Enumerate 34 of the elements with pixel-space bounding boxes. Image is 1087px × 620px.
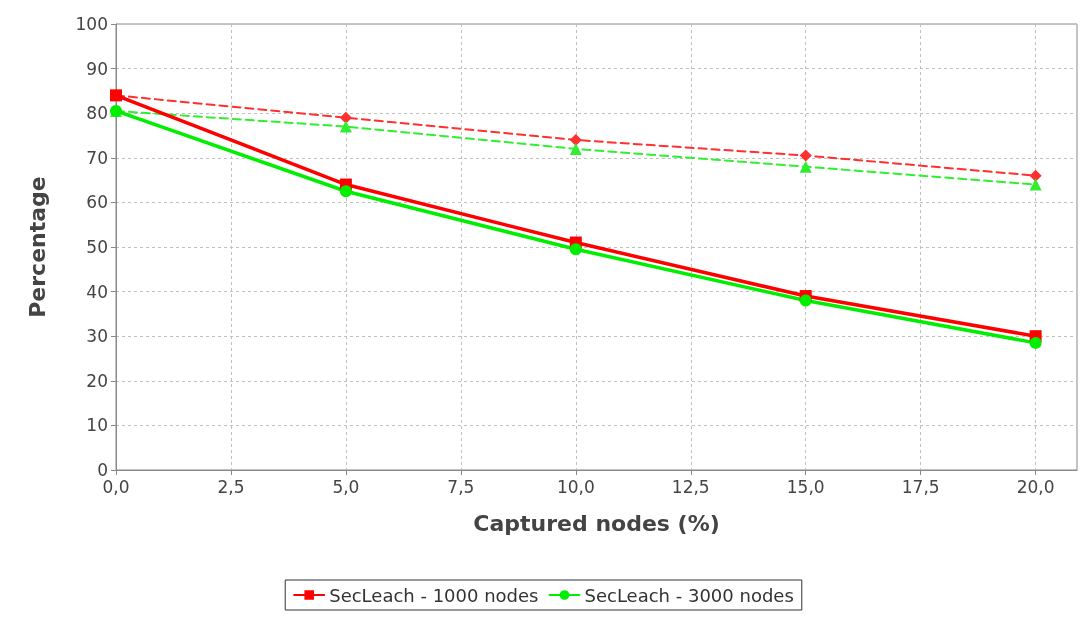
point	[799, 160, 812, 173]
y-tick-label: 50	[86, 237, 108, 257]
x-tick-label: 5,0	[332, 476, 360, 497]
y-tick-label: 80	[86, 103, 108, 124]
x-tick-label: 17,5	[901, 476, 940, 497]
y-axis-title: Percentage	[24, 176, 50, 318]
point	[1029, 336, 1042, 349]
x-tick-label: 2,5	[217, 476, 245, 497]
x-tick-label: 15,0	[786, 476, 825, 497]
legend-label: SecLeach - 1000 nodes	[329, 584, 539, 606]
y-tick-label: 20	[86, 370, 108, 391]
x-tick-label: 7,5	[447, 476, 475, 497]
y-tick-label: 10	[86, 415, 108, 436]
point	[569, 133, 582, 146]
point	[1029, 178, 1042, 191]
legend-label: SecLeach - 3000 nodes	[584, 584, 794, 606]
y-tick-label: 70	[86, 147, 108, 168]
y-tick-label: 60	[86, 192, 108, 213]
point	[569, 243, 582, 256]
point	[339, 111, 352, 124]
point	[1029, 169, 1042, 182]
point	[569, 142, 582, 155]
x-tick-label: 10,0	[556, 476, 595, 497]
y-tick-label: 30	[86, 326, 108, 347]
x-tick-label: 12,5	[671, 476, 710, 497]
x-axis-title: Captured nodes (%)	[473, 510, 720, 536]
y-tick-label: 90	[86, 58, 108, 79]
point	[339, 120, 352, 133]
x-tick-label: 20,0	[1016, 476, 1055, 497]
point	[799, 149, 812, 162]
y-tick-label: 100	[75, 14, 108, 34]
y-tick-label: 40	[86, 281, 108, 302]
point	[339, 185, 352, 198]
point	[799, 294, 812, 307]
